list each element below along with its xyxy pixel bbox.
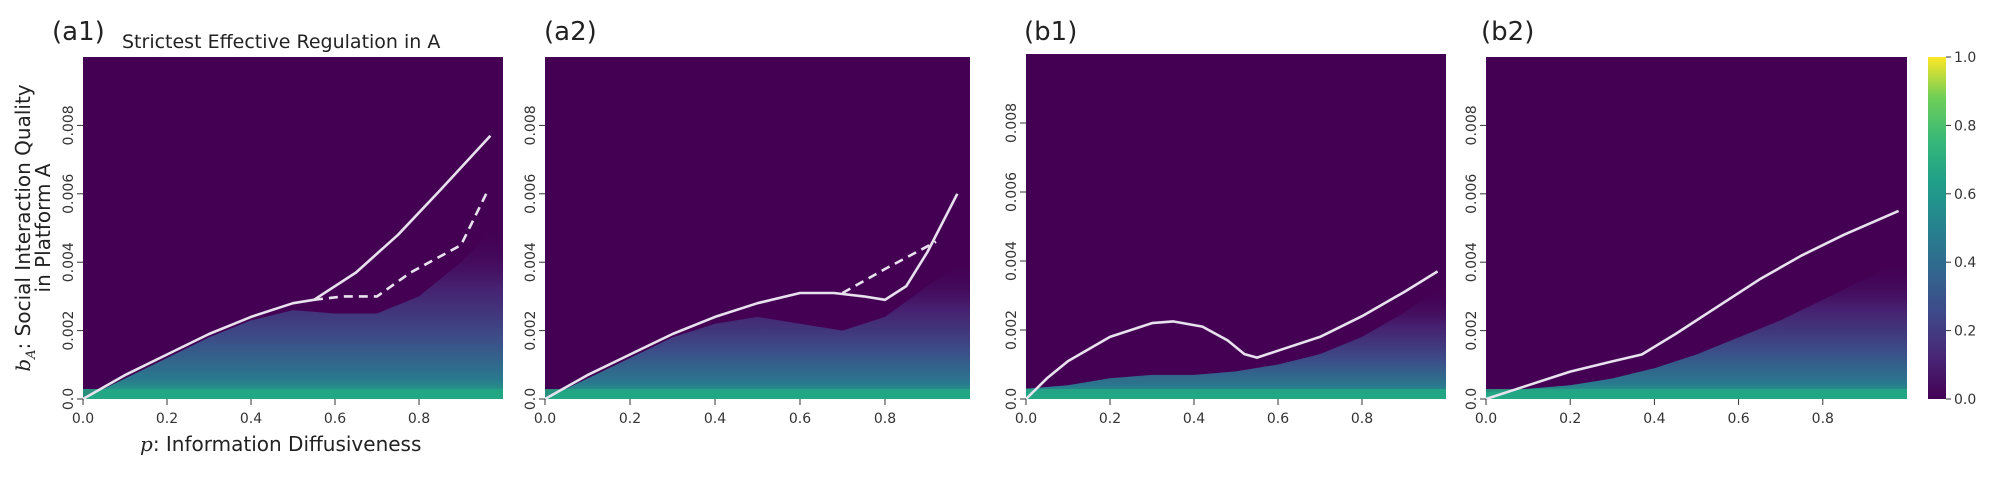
x-tick-label: 0.8 <box>408 411 430 427</box>
y-tick-label: 0.002 <box>523 311 539 351</box>
x-tick-label: 0.2 <box>1559 411 1581 427</box>
solid-boundary-line <box>82 134 492 401</box>
heatmap-floor <box>83 389 503 399</box>
y-tick-label: 0.008 <box>1464 105 1480 145</box>
heatmap-floor <box>545 389 970 399</box>
solid-boundary-line <box>544 193 959 401</box>
y-tick-label: 0.002 <box>1464 311 1480 351</box>
x-tick-label: 0.4 <box>704 411 726 427</box>
x-tick-label: 0.6 <box>789 411 811 427</box>
heatmap-surface <box>1026 288 1446 399</box>
x-tick-label: 0.0 <box>1475 411 1497 427</box>
x-tick-label: 0.4 <box>1183 411 1205 427</box>
colorbar-tick-label: 1.0 <box>1954 50 1976 66</box>
y-tick-label: 0.002 <box>1004 310 1020 350</box>
y-tick-label: 0.0 <box>1004 388 1020 410</box>
y-axis-ticks: 0.0 0.002 0.004 0.006 0.008 <box>61 105 83 410</box>
y-tick-label: 0.006 <box>1464 174 1480 214</box>
y-tick-label: 0.008 <box>523 105 539 145</box>
x-tick-label: 0.4 <box>240 411 262 427</box>
y-tick-label: 0.002 <box>61 311 77 351</box>
colorbar-gradient <box>1928 57 1946 399</box>
colorbar-tick-label: 0.6 <box>1954 187 1976 203</box>
panel-label-a1: (a1) <box>52 17 105 47</box>
colorbar-tick-label: 0.8 <box>1954 118 1976 134</box>
x-tick-label: 0.6 <box>1727 411 1749 427</box>
panel-b2: (b2) 0.0 0.2 0.4 0.6 0.8 0.00.0020.0040.0060… <box>1464 17 1907 427</box>
dashed-boundary-line <box>841 240 937 295</box>
heatmap-region <box>83 228 503 399</box>
heatmap-surface <box>545 262 970 399</box>
x-axis-ticks: 0.0 0.2 0.4 0.6 0.8 <box>1475 399 1834 427</box>
chart-title: Strictest Effective Regulation in A <box>122 31 440 53</box>
colorbar-tick-label: 0.0 <box>1954 392 1976 408</box>
dashed-boundary-line <box>313 193 488 302</box>
x-axis-ticks: 0.0 0.2 0.4 0.6 0.8 <box>534 399 896 427</box>
svg-text:bA: Social Interaction Quality: bA: Social Interaction Quality <box>11 84 39 371</box>
x-tick-label: 0.4 <box>1643 411 1665 427</box>
x-tick-label: 0.8 <box>1812 411 1834 427</box>
heatmap-surface <box>1486 262 1907 399</box>
y-tick-label: 0.004 <box>1004 241 1020 281</box>
panel-a2: (a2) 0.0 0.2 0.4 0.6 0.8 0.00.0020.0040.0060… <box>523 17 970 427</box>
y-axis-label-line2: in Platform A <box>31 163 55 292</box>
colorbar-ticks: 0.0 0.2 0.4 0.6 0.8 1.0 <box>1946 50 1976 408</box>
heatmap-region <box>1026 288 1446 399</box>
solid-boundary-line <box>1025 270 1439 400</box>
x-axis-ticks: 0.0 0.2 0.4 0.6 0.8 <box>1015 399 1373 427</box>
x-tick-label: 0.8 <box>1351 411 1373 427</box>
y-tick-label: 0.008 <box>1004 103 1020 143</box>
boundary-curves <box>82 134 492 401</box>
y-tick-label: 0.0 <box>523 388 539 410</box>
colorbar-tick-label: 0.4 <box>1954 255 1976 271</box>
x-tick-label: 0.0 <box>72 411 94 427</box>
y-tick-label: 0.0 <box>61 388 77 410</box>
x-tick-label: 0.6 <box>1267 411 1289 427</box>
boundary-curves <box>544 193 959 401</box>
x-axis-label: p: Information Diffusiveness <box>140 432 421 456</box>
x-axis-label-symbol: p <box>140 432 153 456</box>
y-tick-label: 0.006 <box>523 174 539 214</box>
colorbar-tick-label: 0.2 <box>1954 324 1976 340</box>
x-tick-label: 0.0 <box>534 411 556 427</box>
y-tick-label: 0.008 <box>61 105 77 145</box>
panel-b1: (b1) 0.0 0.2 0.4 0.6 0.8 0.00.0020.0040.0060… <box>1004 17 1446 427</box>
y-tick-label: 0.006 <box>1004 172 1020 212</box>
solid-boundary-line <box>1485 209 1900 401</box>
x-axis-ticks: 0.0 0.2 0.4 0.6 0.8 <box>72 399 430 427</box>
colorbar: 0.0 0.2 0.4 0.6 0.8 1.0 <box>1928 50 1976 408</box>
x-axis-label-text: : Information Diffusiveness <box>153 432 422 456</box>
heatmap-floor <box>1026 389 1446 399</box>
heatmap-region <box>1486 262 1907 399</box>
y-tick-label: 0.006 <box>61 174 77 214</box>
x-tick-label: 0.2 <box>1099 411 1121 427</box>
x-tick-label: 0.0 <box>1015 411 1037 427</box>
heatmap-surface <box>83 228 503 399</box>
y-tick-label: 0.004 <box>1464 242 1480 282</box>
y-axis-label-symbol: b <box>11 359 35 372</box>
x-tick-label: 0.6 <box>324 411 346 427</box>
y-tick-label: 0.004 <box>61 242 77 282</box>
y-axis-ticks: 0.0 0.002 0.004 0.006 0.008 <box>1464 105 1486 410</box>
panel-label-b1: (b1) <box>1024 17 1077 47</box>
x-tick-label: 0.8 <box>874 411 896 427</box>
y-axis-label-subscript: A <box>24 349 39 359</box>
panel-a1: (a1) Strictest Effective Regulation in A… <box>52 17 503 427</box>
panel-label-b2: (b2) <box>1481 17 1534 47</box>
y-axis-ticks: 0.0 0.002 0.004 0.006 0.008 <box>523 105 545 410</box>
boundary-curves <box>1485 209 1900 401</box>
x-tick-label: 0.2 <box>156 411 178 427</box>
y-tick-label: 0.004 <box>523 242 539 282</box>
boundary-curves <box>1025 270 1439 400</box>
heatmap-floor <box>1486 389 1907 399</box>
y-axis-label: bA: Social Interaction Quality in Platfo… <box>11 84 55 371</box>
panel-label-a2: (a2) <box>544 17 597 47</box>
y-axis-ticks: 0.0 0.002 0.004 0.006 0.008 <box>1004 103 1026 410</box>
x-tick-label: 0.2 <box>619 411 641 427</box>
y-tick-label: 0.0 <box>1464 388 1480 410</box>
y-axis-label-line1: : Social Interaction Quality <box>11 84 35 349</box>
heatmap-region <box>545 262 970 399</box>
